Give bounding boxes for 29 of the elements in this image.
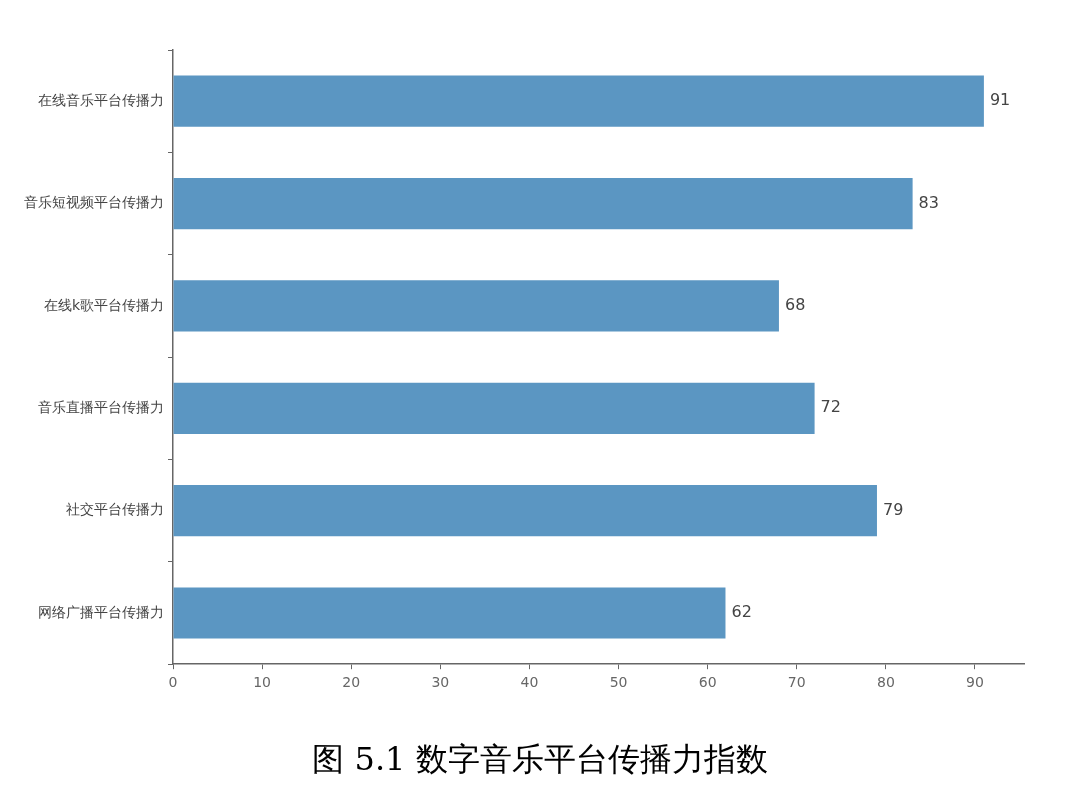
text: 图 5.1 数字音乐平台传播力指数: [311, 739, 769, 780]
y-tick-label: 社交平台传播力: [66, 501, 164, 518]
y-tick-label: 网络广播平台传播力: [38, 603, 164, 620]
x-tick-label: 10: [253, 674, 272, 691]
x-tick-label: 70: [787, 674, 806, 691]
x-tick-label: 60: [698, 674, 717, 691]
x-tick-label: 40: [520, 674, 539, 691]
x-tick-label: 30: [431, 674, 450, 691]
bar: [173, 382, 815, 434]
x-tick-label: 50: [609, 674, 628, 691]
data-label: 79: [882, 499, 904, 519]
y-tick-label: 音乐直播平台传播力: [38, 398, 164, 415]
x-tick-label: 0: [168, 674, 178, 691]
x-tick-label: 20: [342, 674, 361, 691]
data-label: 72: [820, 397, 841, 417]
bar: [173, 587, 726, 639]
x-tick-label: 90: [966, 674, 984, 691]
bar: [173, 177, 913, 230]
data-label: 91: [989, 90, 1011, 110]
data-label: 68: [784, 295, 806, 315]
bar: [173, 280, 779, 332]
data-label: 62: [731, 602, 752, 622]
x-tick-label: 80: [876, 674, 895, 691]
y-tick-label: 音乐短视频平台传播力: [24, 194, 164, 211]
bar: [173, 485, 877, 537]
y-tick-label: 在线音乐平台传播力: [38, 91, 164, 108]
data-label: 83: [918, 192, 939, 212]
bar: [173, 75, 984, 127]
y-tick-label: 在线k歌平台传播力: [43, 296, 164, 313]
